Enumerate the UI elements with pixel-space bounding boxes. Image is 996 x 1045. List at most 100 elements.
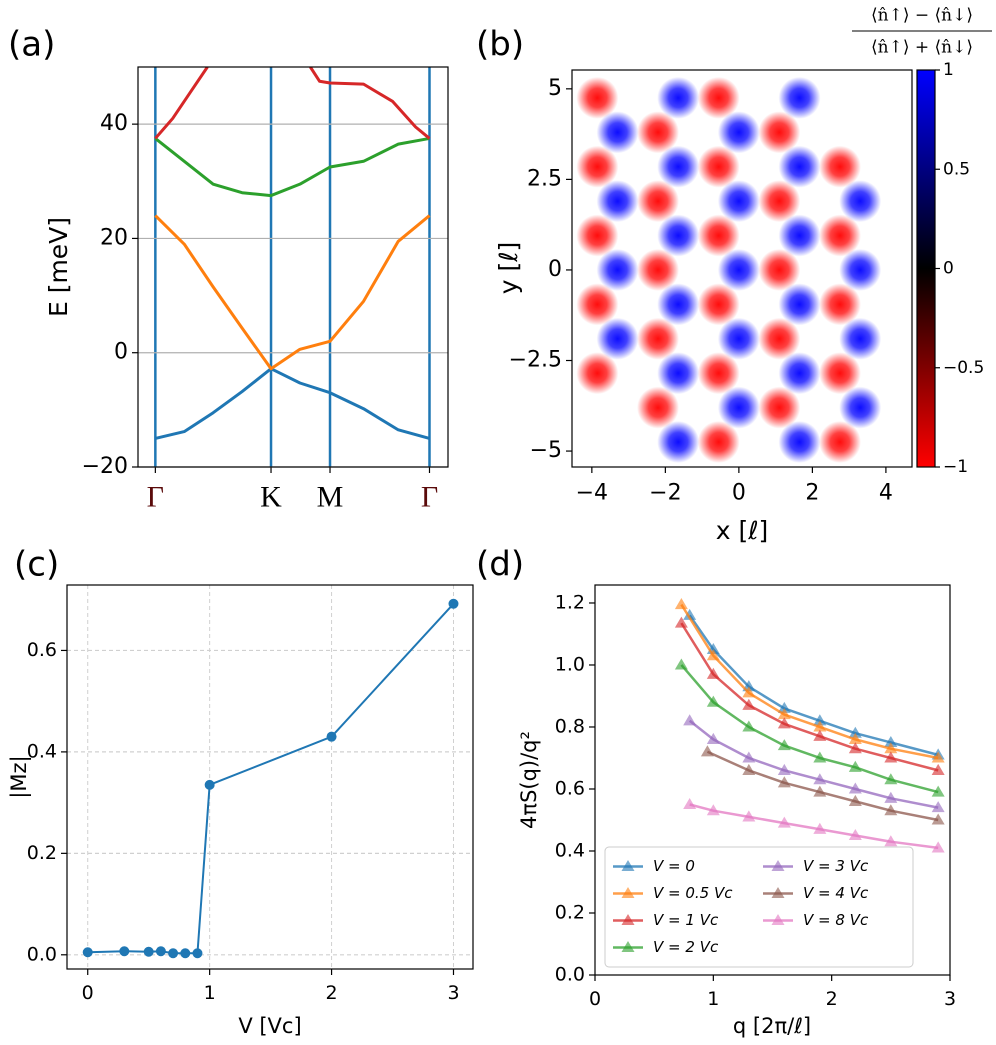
data-point (777, 816, 791, 828)
density-spot (839, 386, 882, 429)
legend-label: V = 2 Vc (653, 938, 719, 956)
data-point (777, 701, 791, 713)
density-spot (596, 248, 639, 291)
density-spot (717, 248, 760, 291)
x-axis-label: q [2π/ℓ] (733, 1014, 811, 1038)
density-spot (778, 283, 821, 326)
axes-frame (66, 584, 474, 970)
x-tick-label: Γ (147, 480, 164, 513)
density-spot (576, 76, 619, 119)
series-line (154, 214, 431, 371)
panel-label: (d) (476, 545, 524, 585)
x-tick-label: 3 (447, 982, 459, 1004)
plot-area (154, 67, 431, 440)
data-point (848, 828, 862, 841)
legend-label: V = 0.5 Vc (653, 884, 733, 902)
colorbar-label-denominator: ⟨n̂↑⟩ + ⟨n̂↓⟩ (871, 38, 973, 58)
density-spot (596, 317, 639, 360)
y-tick-label: 0.6 (27, 639, 57, 661)
data-point (706, 667, 720, 679)
data-point (683, 714, 697, 726)
data-point (742, 698, 756, 710)
density-spot (778, 214, 821, 257)
data-point (674, 616, 688, 628)
data-point (706, 695, 720, 707)
data-point (931, 801, 945, 813)
x-tick-label: 1 (204, 982, 216, 1004)
plot-area (576, 76, 882, 464)
density-spot (758, 386, 801, 429)
y-tick-label: 0.4 (555, 839, 585, 861)
x-tick-label: 0 (589, 988, 601, 1010)
data-point (674, 598, 688, 610)
density-spot (758, 317, 801, 360)
density-spot (778, 76, 821, 119)
density-spot (697, 283, 740, 326)
y-tick-label: 0.0 (555, 964, 585, 986)
x-tick-label: 3 (944, 988, 956, 1010)
density-spot (717, 317, 760, 360)
y-tick-label: 0.6 (555, 777, 585, 799)
density-spot (839, 180, 882, 223)
panel-label: (a) (8, 25, 55, 65)
colorbar-label-numerator: ⟨n̂↑⟩ − ⟨n̂↓⟩ (871, 6, 973, 26)
y-tick-label: −5 (530, 438, 562, 463)
density-spot (818, 421, 861, 464)
data-point (742, 720, 756, 732)
x-tick-label: M (317, 480, 344, 513)
axes-frame (594, 584, 951, 976)
x-tick-label: 0 (732, 481, 746, 506)
density-spot (637, 248, 680, 291)
data-point (884, 735, 898, 748)
data-point (931, 751, 945, 763)
y-tick-label: 0.8 (555, 715, 585, 737)
series-line (688, 614, 939, 757)
x-axis-label: V [Vc] (238, 1014, 301, 1038)
y-tick-label: 40 (100, 111, 128, 136)
legend-box (604, 846, 914, 968)
data-point (813, 720, 827, 732)
y-tick-label: 0.2 (27, 842, 57, 864)
data-point (813, 714, 827, 726)
y-tick-label: 0 (548, 257, 562, 282)
y-tick-label: 0.0 (27, 943, 57, 965)
data-point (777, 717, 791, 729)
data-point (180, 948, 191, 959)
data-point (706, 732, 720, 744)
x-tick-label: K (260, 480, 282, 513)
density-spot (839, 248, 882, 291)
data-point (119, 946, 130, 957)
x-tick-label: −2 (649, 481, 681, 506)
data-point (813, 751, 827, 763)
x-tick-label: Γ (421, 480, 438, 513)
x-axis-label: x [ℓ] (716, 516, 769, 545)
data-point (700, 745, 714, 757)
density-spot (637, 317, 680, 360)
legend-marker (621, 860, 635, 872)
data-point (813, 773, 827, 785)
series-line (680, 603, 939, 760)
data-point (931, 841, 945, 853)
data-point (931, 813, 945, 825)
data-point (813, 785, 827, 797)
x-tick-label: 2 (326, 982, 338, 1004)
density-spot (576, 352, 619, 395)
legend-marker (771, 914, 785, 926)
data-point (777, 763, 791, 775)
y-tick-label: 20 (100, 225, 128, 250)
series-line (154, 67, 431, 140)
data-point (848, 742, 862, 754)
colorbar-tick-label: −1 (943, 457, 968, 477)
series-line (680, 664, 939, 794)
density-spot (637, 386, 680, 429)
density-spot (657, 283, 700, 326)
plot-area (674, 598, 945, 853)
legend-marker (621, 887, 635, 899)
series-line (154, 136, 430, 198)
data-point (326, 731, 337, 742)
density-spot (697, 76, 740, 119)
data-point (204, 779, 215, 790)
data-point (813, 822, 827, 834)
density-spot (596, 180, 639, 223)
